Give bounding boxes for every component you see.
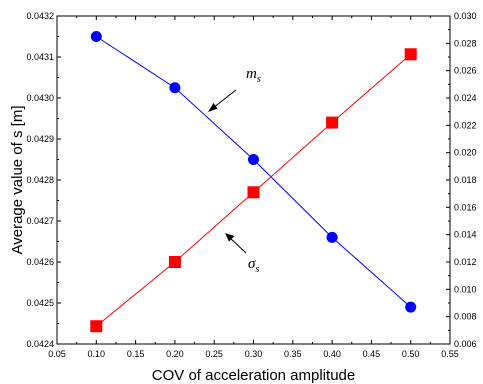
y-right-tick-label: 0.026 [454,66,477,76]
data-point-square [326,116,339,129]
y-axis-title: Average value of s [m] [9,106,26,255]
y-left-tick-label: 0.0432 [26,11,54,21]
x-tick-label: 0.40 [323,349,341,359]
x-tick-label: 0.05 [48,349,66,359]
x-tick-label: 0.10 [88,349,106,359]
x-tick-label: 0.55 [441,349,459,359]
y-right-tick-label: 0.018 [454,175,477,185]
y-right-tick-label: 0.030 [454,11,477,21]
annotation-sigma: σs [225,233,259,275]
y-right-tick-label: 0.008 [454,312,477,322]
data-point-square [404,48,417,61]
data-point-circle [405,301,417,313]
x-tick-label: 0.25 [205,349,223,359]
y-right-tick-label: 0.024 [454,93,477,103]
annotation-ms-arrow-head [208,103,218,112]
y-left-tick-label: 0.0430 [26,93,54,103]
y-right-tick-label: 0.006 [454,339,477,349]
y-left-tick-label: 0.0428 [26,175,54,185]
y-right-tick-label: 0.010 [454,284,477,294]
y-left-tick-label: 0.0431 [26,52,54,62]
data-point-square [90,320,103,333]
annotation-ms-label: ms [246,66,261,85]
data-point-circle [90,31,102,42]
y-right-tick-label: 0.022 [454,120,477,130]
data-point-circle [326,231,338,243]
annotation-sigma-label: σs [248,256,259,275]
x-tick-label: 0.35 [284,349,302,359]
series-layer [90,31,417,333]
annotation-sigma-arrow-head [225,233,235,242]
y-right-tick-label: 0.028 [454,38,477,48]
y-left-tick-label: 0.0425 [26,298,54,308]
y-right-tick-label: 0.020 [454,148,477,158]
x-tick-label: 0.20 [166,349,184,359]
y-left-tick-label: 0.0427 [26,216,54,226]
data-point-circle [248,154,259,165]
y-right-tick-label: 0.016 [454,202,477,212]
axes-layer: 0.05 0.10 0.15 0.20 0.25 0.30 0.35 0.40 0.45 0.50… [9,11,477,384]
data-point-square [247,186,260,199]
annotation-ms-arrow-shaft [212,89,237,109]
x-tick-label: 0.30 [245,349,263,359]
x-tick-label: 0.15 [127,349,145,359]
y-left-tick-label: 0.0424 [26,339,54,349]
data-point-circle [169,82,181,94]
x-axis-title: COV of acceleration amplitude [152,367,355,384]
annotation-ms: ms [208,66,261,112]
annotation-sigma-arrow-shaft [228,236,247,254]
y-right-tick-label: 0.014 [454,230,477,240]
x-tick-label: 0.50 [402,349,420,359]
y-right-tick-label: 0.012 [454,257,477,267]
data-point-square [168,256,181,268]
x-tick-label: 0.45 [363,349,381,359]
y-left-tick-label: 0.0426 [26,257,54,267]
y-left-tick-label: 0.0429 [26,134,54,144]
